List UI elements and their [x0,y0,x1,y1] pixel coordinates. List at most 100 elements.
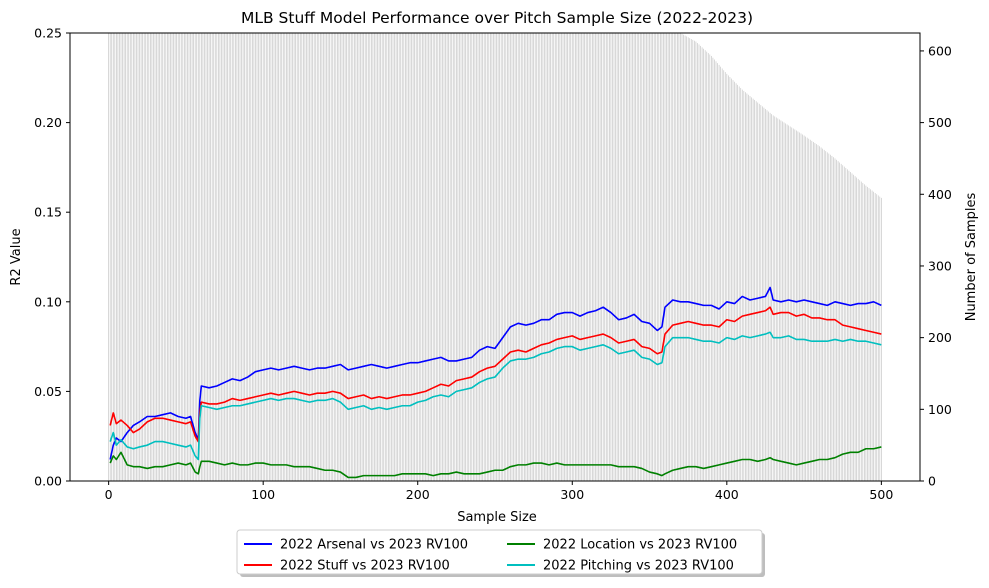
sample-bar [621,33,623,481]
sample-bar [596,33,598,481]
legend: 2022 Arsenal vs 2023 RV100 2022 Stuff vs … [236,529,765,577]
sample-bar [803,135,805,481]
sample-bar [579,33,581,481]
sample-bar [184,33,185,481]
sample-bar [120,33,122,481]
sample-bar [355,33,357,481]
sample-bar [508,33,510,481]
sample-bar [791,127,793,481]
sample-bar [774,116,776,481]
sample-bar [748,94,749,481]
sample-bar [250,33,252,481]
sample-bar [448,33,449,481]
sample-bar [405,33,406,481]
sample-bar [656,33,658,481]
sample-bar [723,70,725,482]
sample-bar [125,33,126,481]
sample-bar [454,33,456,481]
sample-bar [632,33,633,481]
sample-bar [187,33,188,481]
sample-bar [760,105,762,482]
sample-bar [411,33,412,481]
sample-bar [221,33,222,481]
sample-bar [443,33,445,481]
sample-bar [233,33,235,481]
sample-bar [369,33,371,481]
sample-bar [485,33,487,481]
y-right-tick-label: 300 [928,258,952,273]
series-line-3 [109,331,882,461]
sample-bar [514,33,516,481]
sample-bar [709,54,711,481]
sample-bar [262,33,264,481]
sample-bar [276,33,278,481]
sample-bar [242,33,244,481]
sample-bar [301,33,303,481]
y-right-tick-label: 500 [928,115,952,130]
sample-bar [609,33,610,481]
sample-bar [663,33,664,481]
sample-bar [618,33,619,481]
sample-bar [522,33,524,481]
chart-title: MLB Stuff Model Performance over Pitch S… [241,9,753,27]
sample-bar [420,33,422,481]
sample-bar [357,33,358,481]
sample-bar [860,181,862,481]
sample-bar [327,33,329,481]
sample-bar [568,33,570,481]
sample-bar [762,106,763,482]
sample-bar [602,33,604,481]
y-axis-right: 0 100 200 300 400 500 600 [920,43,952,489]
sample-bar [763,107,765,481]
sample-bar [559,33,561,481]
sample-bar [426,33,428,481]
sample-bar [248,33,250,481]
sample-bar [153,33,154,481]
sample-bar [681,33,683,482]
sample-bar [321,33,323,481]
sample-bar [205,33,207,481]
sample-bar [670,33,672,481]
sample-bar [272,33,273,481]
sample-bar [222,33,224,481]
sample-bar [788,125,789,481]
sample-bar [398,33,400,481]
sample-bar [188,33,190,481]
sample-bar [157,33,159,481]
sample-bar [528,33,530,481]
sample-bar [264,33,266,481]
sample-bar [877,195,879,481]
sample-bar [587,33,589,481]
sample-bar [358,33,360,481]
series-line-0 [109,286,882,460]
sample-bar [154,33,156,481]
sample-bar [313,33,315,481]
sample-bar [310,33,312,481]
sample-bar [684,35,686,481]
sample-bar [542,33,544,481]
sample-bar [792,128,794,482]
sample-bar [571,33,573,481]
sample-bar [401,33,403,481]
sample-bar [683,34,684,481]
sample-bar [643,33,644,481]
sample-bar [700,45,701,482]
sample-bar [731,78,732,481]
sample-bar [196,33,198,481]
sample-bar [304,33,306,481]
sample-bar [694,40,695,482]
sample-bar [432,33,434,481]
sample-bar [163,33,165,481]
sample-bar [431,33,432,481]
sample-bar [867,186,868,481]
sample-bar [624,33,626,481]
sample-bar [292,33,293,481]
sample-count-bars [108,33,882,482]
sample-bar [388,33,389,481]
sample-bar [630,33,632,481]
sample-bar [806,137,808,481]
sample-bar [440,33,442,481]
sample-bar [392,33,394,481]
sample-bar [338,33,340,481]
sample-bar [539,33,541,481]
